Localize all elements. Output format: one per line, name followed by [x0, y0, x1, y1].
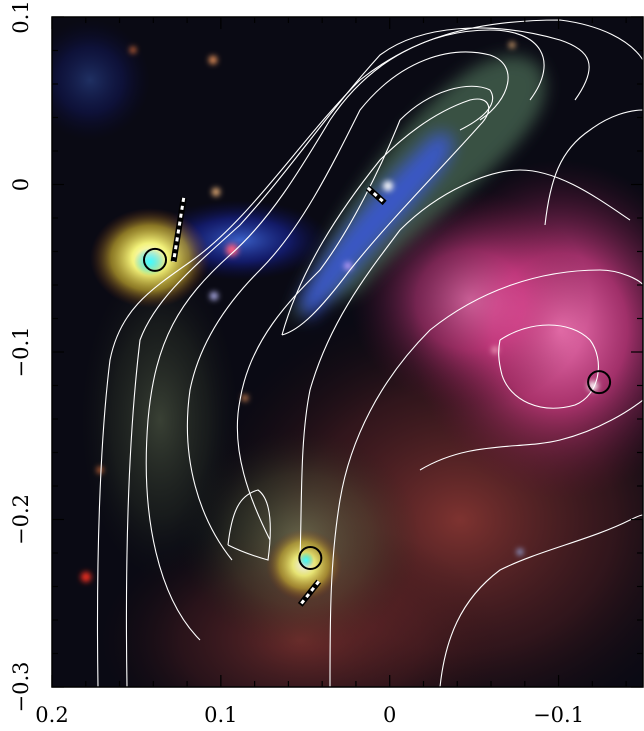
y-axis-tick-labels: 0.1 0 −0.1 −0.2 −0.3 — [9, 0, 33, 712]
source-circle-marker — [587, 370, 612, 395]
dashed-bar-marker — [365, 185, 387, 206]
source-circle-marker — [298, 546, 323, 571]
contour-lines — [96, 19, 643, 687]
nebula-image — [52, 17, 643, 687]
y-tick-label: −0.1 — [9, 327, 33, 378]
y-tick-label: −0.3 — [9, 662, 33, 713]
y-tick-label: 0.1 — [9, 0, 33, 33]
dashed-bar-marker — [297, 579, 322, 607]
source-circle-marker — [143, 247, 168, 272]
y-tick-label: −0.2 — [9, 494, 33, 545]
x-tick-label: −0.1 — [533, 703, 584, 727]
dashed-bar-marker — [170, 197, 187, 263]
axis-ticks — [51, 16, 643, 688]
source-markers — [143, 185, 612, 607]
x-tick-label: 0.2 — [35, 703, 68, 727]
y-tick-label: 0 — [9, 178, 33, 191]
x-tick-label: 0.1 — [204, 703, 237, 727]
x-tick-label: 0 — [383, 703, 396, 727]
x-axis-tick-labels: 0.2 0.1 0 −0.1 — [35, 703, 584, 727]
